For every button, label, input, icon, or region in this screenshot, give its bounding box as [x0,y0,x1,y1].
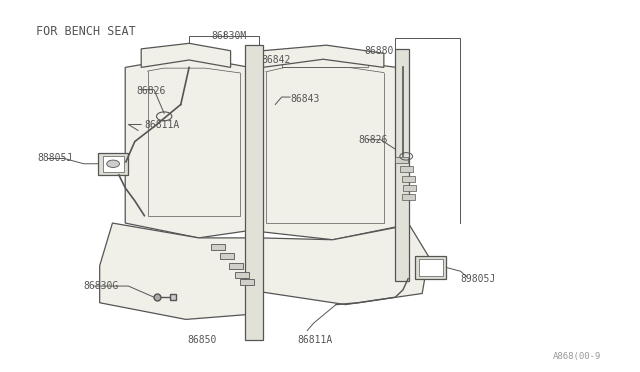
Polygon shape [415,256,447,279]
Text: 86811A: 86811A [145,120,180,130]
Text: A868(00-9: A868(00-9 [553,352,602,361]
Polygon shape [402,176,415,182]
Polygon shape [400,166,413,172]
Circle shape [107,160,120,167]
Polygon shape [220,253,234,259]
Text: 86830G: 86830G [84,281,119,291]
Text: 88805J: 88805J [38,153,73,163]
Polygon shape [396,157,408,163]
Text: 86880: 86880 [365,46,394,56]
Text: 86830M: 86830M [211,31,246,41]
Polygon shape [250,58,397,240]
Polygon shape [245,45,262,340]
Polygon shape [262,45,384,67]
Text: 86850: 86850 [188,335,217,345]
Polygon shape [100,223,259,320]
Polygon shape [403,185,416,191]
Polygon shape [103,155,124,172]
Polygon shape [239,279,253,285]
Polygon shape [141,43,230,67]
Polygon shape [235,272,249,278]
Polygon shape [419,259,443,276]
Polygon shape [211,244,225,250]
Text: 86842: 86842 [261,55,291,65]
Text: 86826: 86826 [137,87,166,96]
Polygon shape [396,49,410,280]
Polygon shape [98,153,129,175]
Text: 89805J: 89805J [461,274,496,284]
Polygon shape [125,56,250,238]
Text: FOR BENCH SEAT: FOR BENCH SEAT [36,25,136,38]
Text: 86826: 86826 [358,135,388,145]
Text: 86843: 86843 [290,94,319,104]
Polygon shape [259,225,429,305]
Text: 86811A: 86811A [298,335,333,345]
Polygon shape [402,194,415,200]
Polygon shape [228,263,243,269]
